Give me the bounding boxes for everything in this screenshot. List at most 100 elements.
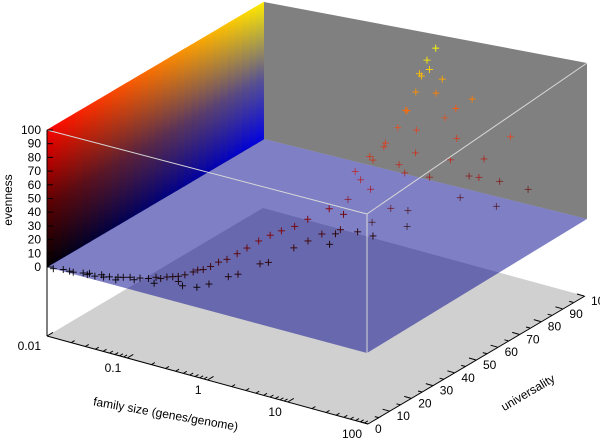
z-tick-label: 10: [28, 246, 42, 260]
wall-strip: [162, 56, 171, 200]
data-point: [189, 268, 197, 276]
z-tick-label: 70: [28, 164, 42, 178]
x-major-tick: [46, 331, 54, 337]
colored-back-wall: [46, 1, 265, 268]
x-minor-tick: [275, 396, 280, 400]
y-minor-tick: [417, 390, 423, 393]
x-minor-tick: [255, 390, 260, 394]
zero-evenness-plane: [47, 139, 587, 353]
data-point: [150, 279, 158, 287]
data-point: [453, 134, 461, 142]
data-point: [403, 222, 411, 230]
data-point: [524, 185, 532, 193]
x-minor-tick: [359, 419, 364, 423]
wall-strip: [242, 10, 250, 153]
x-minor-tick: [279, 397, 284, 401]
data-point: [415, 70, 423, 78]
y-major-tick: [576, 293, 585, 297]
x-minor-tick: [102, 348, 107, 352]
x-minor-tick: [343, 414, 348, 418]
data-point: [465, 172, 473, 180]
y-major-tick: [490, 344, 498, 348]
y-major-tick: [382, 408, 390, 412]
data-point: [126, 273, 134, 281]
x-minor-tick: [325, 410, 330, 413]
wall-strip: [184, 44, 192, 187]
wall-strip: [213, 27, 221, 170]
x-major-tick: [207, 375, 214, 381]
data-point: [423, 56, 431, 64]
wall-strip: [111, 86, 120, 230]
ticks: [46, 129, 585, 425]
data-point: [83, 271, 91, 279]
x-minor-tick: [175, 368, 180, 372]
data-point: [412, 149, 420, 157]
x-major-tick: [287, 397, 295, 403]
data-points: [49, 44, 532, 291]
data-point: [441, 114, 449, 122]
x-minor-tick: [283, 398, 288, 402]
y-tick-label: 10: [397, 409, 411, 423]
data-point: [496, 177, 504, 185]
wall-strip: [133, 74, 142, 217]
y-tick-label: 20: [418, 396, 432, 410]
x-minor-tick: [70, 340, 75, 344]
z-axis-label: evenness: [1, 174, 15, 225]
data-point: [136, 274, 144, 282]
z-tick-label: 20: [28, 233, 42, 247]
data-point: [412, 126, 420, 134]
data-point: [49, 265, 57, 273]
data-point: [480, 155, 488, 163]
y-tick-label: 90: [569, 307, 583, 321]
data-point: [130, 276, 138, 284]
wall-strip: [119, 82, 127, 225]
data-point: [357, 176, 365, 184]
y-tick-label: 60: [505, 345, 519, 359]
box-top-front-edge: [46, 129, 368, 215]
data-point: [256, 260, 264, 268]
wall-strip: [68, 112, 77, 255]
data-point: [380, 143, 388, 151]
x-minor-tick: [231, 384, 236, 388]
wall-strip: [234, 14, 243, 157]
data-point: [215, 258, 223, 266]
wall-strip: [82, 103, 91, 247]
wall-strip: [140, 69, 149, 213]
data-point: [266, 231, 274, 239]
wall-strip: [191, 39, 200, 183]
wall-strip: [155, 61, 164, 204]
z-tick-label: 30: [28, 219, 42, 233]
x-minor-tick: [85, 344, 89, 347]
data-point: [243, 244, 251, 252]
z-tick-label: 100: [21, 123, 41, 137]
data-point: [304, 237, 312, 245]
data-point: [326, 240, 334, 248]
data-point: [368, 218, 376, 226]
x-minor-tick: [151, 362, 156, 366]
data-point: [207, 262, 215, 270]
x-major-tick: [126, 353, 134, 359]
data-point: [224, 273, 232, 281]
x-minor-tick: [183, 370, 188, 374]
wall-strip: [90, 99, 98, 242]
data-point: [152, 273, 160, 281]
wall-strip: [205, 31, 214, 174]
data-point: [119, 273, 127, 281]
y-major-tick: [533, 319, 541, 323]
data-point: [290, 244, 298, 252]
y-minor-tick: [547, 313, 552, 316]
wall-strip: [249, 5, 258, 149]
x-minor-tick: [355, 418, 360, 422]
x-minor-tick: [109, 350, 114, 354]
y-minor-tick: [461, 364, 466, 367]
y-tick-label: 0: [375, 422, 382, 436]
y-major-tick: [404, 395, 412, 399]
x-tick-label: 100: [342, 427, 362, 441]
wall-strip: [220, 22, 229, 166]
data-point: [325, 205, 333, 213]
z-tick-label: 90: [28, 137, 42, 151]
data-point: [255, 237, 263, 245]
data-point: [432, 44, 440, 52]
